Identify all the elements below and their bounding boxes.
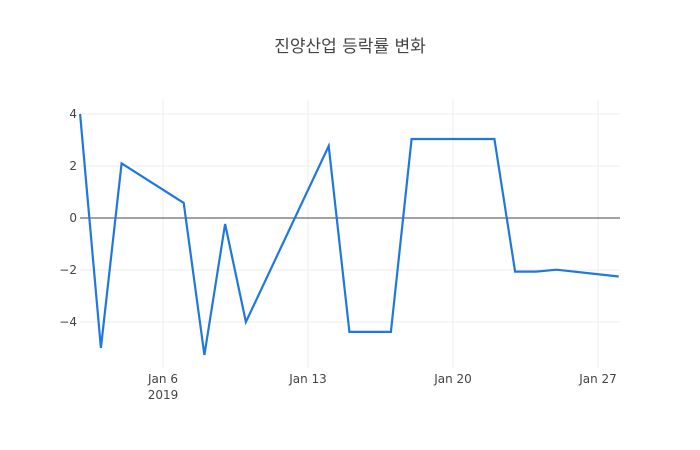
y-tick-label: 0: [69, 211, 77, 225]
chart-title: 진양산업 등락률 변화: [274, 37, 426, 57]
y-tick-label: 2: [69, 159, 77, 173]
x-tick-year-label: 2019: [148, 388, 179, 402]
gridlines: [80, 100, 620, 368]
y-tick-label: −2: [59, 263, 77, 277]
x-tick-label: Jan 27: [578, 372, 617, 386]
x-tick-label: Jan 6: [147, 372, 178, 386]
x-tick-label: Jan 13: [288, 372, 327, 386]
y-tick-label: −4: [59, 315, 77, 329]
series-line: [79, 113, 619, 356]
y-tick-label: 4: [69, 107, 77, 121]
x-tick-label: Jan 20: [433, 372, 472, 386]
y-axis-ticks: 4 2 0 −2 −4: [59, 107, 77, 329]
x-axis-ticks: Jan 6 2019 Jan 13 Jan 20 Jan 27: [147, 372, 617, 402]
